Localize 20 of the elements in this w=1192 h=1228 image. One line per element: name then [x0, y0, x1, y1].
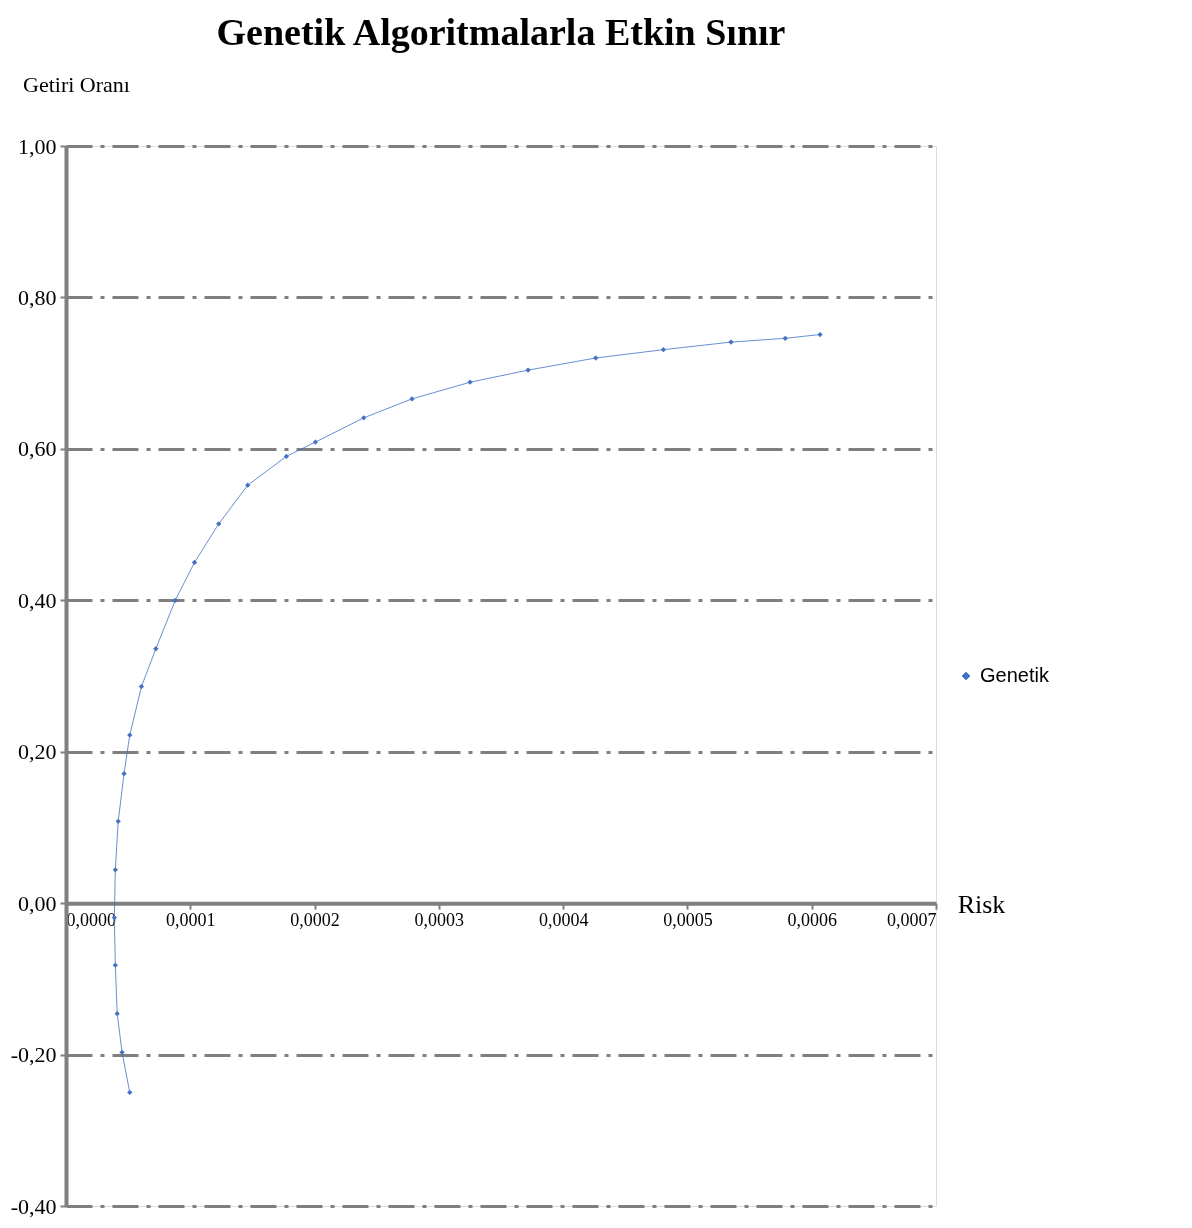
legend-label: Genetik	[980, 664, 1050, 686]
y-tick-label: -0,20	[10, 1042, 57, 1068]
x-tick-label: 0,0004	[538, 909, 589, 930]
x-tick-label: 0,0001	[166, 909, 216, 930]
x-tick-label: 0,0005	[663, 909, 713, 930]
x-tick-label: 0,0007	[887, 909, 937, 930]
x-tick-label: 0,0003	[414, 909, 465, 930]
y-tick-label: 0,80	[18, 284, 57, 310]
y-axis-title: Getiri Oranı	[23, 71, 130, 97]
y-tick-label: 0,40	[18, 587, 57, 613]
y-tick-label: -0,40	[10, 1193, 57, 1219]
y-tick-label: 0,60	[18, 436, 57, 462]
chart-title: Genetik Algoritmalarla Etkin Sınır	[216, 11, 786, 53]
y-tick-label: 0,20	[18, 739, 57, 765]
x-tick-label: 0,0000	[66, 909, 116, 930]
x-axis-title: Risk	[957, 889, 1006, 919]
y-tick-label: 0,00	[18, 890, 57, 916]
y-tick-label: 1,00	[18, 133, 57, 159]
x-tick-label: 0,0006	[787, 909, 837, 930]
x-tick-label: 0,0002	[290, 909, 340, 930]
